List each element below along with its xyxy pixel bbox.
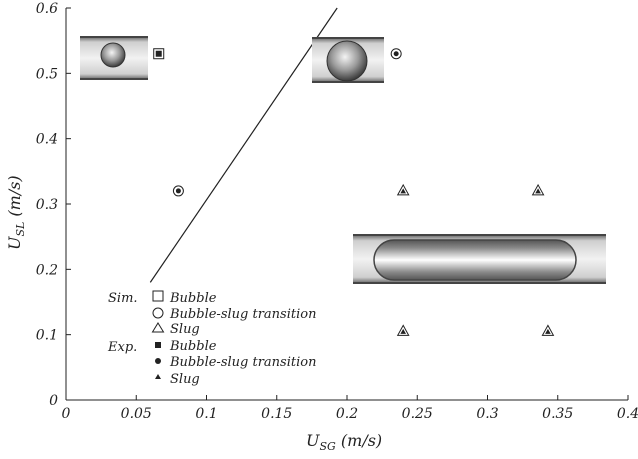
y-tick-label: 0.2	[36, 262, 58, 278]
y-tick-label: 0.3	[36, 197, 58, 213]
legend-label-sim-transition: Bubble-slug transition	[169, 307, 316, 322]
legend: Sim. Bubble Bubble-slug transition Slug …	[107, 290, 316, 387]
triangle-data-point	[396, 324, 410, 336]
triangle-data-point	[531, 183, 545, 196]
legend-marker-filled-triangle	[155, 374, 161, 379]
inset-small-bubble	[80, 36, 148, 80]
y-axis-title: USL (m/s)	[5, 175, 27, 250]
x-tick-label: 0	[62, 406, 71, 422]
transition-line	[149, 7, 338, 283]
circle-data-point	[390, 48, 402, 60]
inset-large-bubble	[312, 37, 384, 83]
x-tick-label: 0.15	[261, 406, 292, 422]
legend-label-exp-transition: Bubble-slug transition	[169, 355, 316, 370]
y-tick-label: 0.5	[36, 66, 58, 82]
inset-slug	[353, 234, 606, 284]
x-tick-label: 0.35	[542, 406, 573, 422]
legend-label-sim-bubble: Bubble	[169, 291, 217, 306]
legend-group-exp: Exp.	[107, 340, 137, 355]
data-markers	[153, 48, 555, 336]
square-data-point	[153, 48, 165, 60]
x-axis-title: USG (m/s)	[306, 431, 382, 453]
legend-label-exp-slug: Slug	[170, 372, 200, 387]
circle-data-point	[172, 185, 184, 197]
legend-label-exp-bubble: Bubble	[169, 339, 217, 354]
y-tick-label: 0	[49, 393, 58, 409]
x-tick-label: 0.05	[121, 406, 152, 422]
x-tick-label: 0.1	[195, 406, 217, 422]
y-ticks: 0 0.1 0.2 0.3 0.4 0.5 0.6	[36, 1, 71, 409]
legend-marker-open-circle	[152, 307, 164, 319]
legend-marker-filled-square	[155, 342, 161, 348]
triangle-data-point	[396, 183, 410, 196]
y-tick-label: 0.1	[36, 328, 58, 344]
y-tick-label: 0.4	[36, 132, 58, 148]
legend-marker-filled-circle	[155, 358, 161, 364]
x-tick-label: 0.25	[402, 406, 433, 422]
legend-marker-open-square	[152, 290, 164, 302]
x-ticks: 0 0.05 0.1 0.15 0.2 0.25 0.3 0.35 0.4	[62, 395, 638, 422]
x-tick-label: 0.4	[617, 406, 638, 422]
legend-group-sim: Sim.	[108, 291, 138, 306]
y-tick-label: 0.6	[36, 1, 58, 17]
x-tick-label: 0.2	[336, 406, 358, 422]
legend-marker-open-triangle	[151, 322, 165, 333]
triangle-data-point	[541, 324, 555, 336]
x-tick-label: 0.3	[476, 406, 498, 422]
legend-label-sim-slug: Slug	[170, 322, 200, 337]
